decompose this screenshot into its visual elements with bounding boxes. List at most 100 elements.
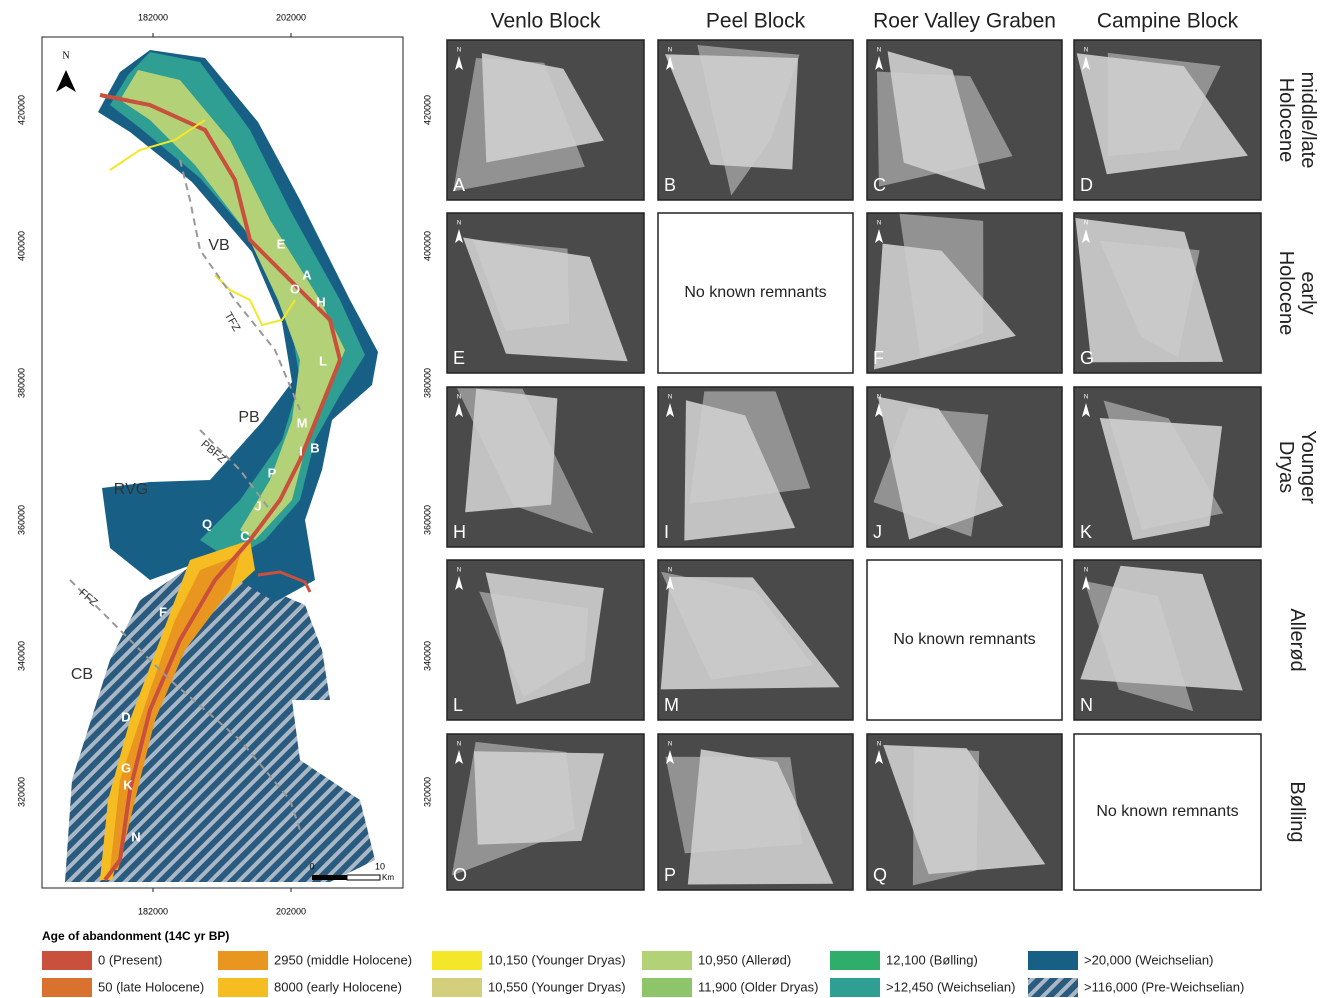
panel-letter: C <box>873 175 886 195</box>
panel-letter: O <box>453 865 467 885</box>
y-tick-label: 360000 <box>16 505 26 535</box>
page: 1820001820002020002020004200004200004000… <box>0 0 1327 998</box>
panel: NM <box>658 560 853 720</box>
legend-label: 2950 (middle Holocene) <box>274 952 412 967</box>
legend-swatch <box>1028 951 1078 970</box>
legend-swatch <box>218 978 268 997</box>
panel: NH <box>447 387 644 547</box>
legend-label: 12,100 (Bølling) <box>886 952 978 967</box>
site-label: G <box>121 760 131 775</box>
column-header: Peel Block <box>706 10 806 33</box>
panel-letter: N <box>1080 695 1093 715</box>
legend-swatch <box>432 951 482 970</box>
figure: 1820001820002020002020004200004200004000… <box>0 0 1327 998</box>
panel-letter: M <box>664 695 679 715</box>
y-tick-label: 320000 <box>422 777 432 807</box>
legend-label: 10,550 (Younger Dryas) <box>488 979 626 994</box>
panel-note: No known remnants <box>1096 803 1238 820</box>
row-label: middle/late Holocene <box>1275 61 1319 179</box>
panel-letter: I <box>664 522 669 542</box>
site-label: J <box>254 498 261 513</box>
panel: NG <box>1074 213 1261 373</box>
legend-label: >12,450 (Weichselian) <box>886 979 1015 994</box>
column-header: Roer Valley Graben <box>873 10 1056 33</box>
north-label: N <box>668 742 672 748</box>
panel-letter: K <box>1080 522 1092 542</box>
panel: NJ <box>867 387 1062 547</box>
legend-swatch <box>432 978 482 997</box>
panel-letter: H <box>453 522 466 542</box>
north-label: N <box>457 48 461 54</box>
legend-swatch <box>642 978 692 997</box>
site-label: D <box>121 709 130 724</box>
panel-letter: G <box>1080 348 1094 368</box>
x-tick-label: 202000 <box>276 12 306 22</box>
legend-label: 50 (late Holocene) <box>98 979 204 994</box>
north-label: N <box>1084 48 1088 54</box>
legend-swatch <box>42 951 92 970</box>
panel: No known remnants <box>658 213 853 373</box>
scale-label: 0 <box>309 861 314 871</box>
site-label: B <box>310 440 319 455</box>
site-label: H <box>316 294 325 309</box>
y-tick-label: 420000 <box>422 95 432 125</box>
scale-unit: Km <box>382 873 394 882</box>
x-tick-label: 182000 <box>138 12 168 22</box>
region-label: RVG <box>114 481 148 498</box>
y-tick-label: 340000 <box>16 641 26 671</box>
y-tick-label: 320000 <box>16 777 26 807</box>
panel: NI <box>658 387 853 547</box>
legend-swatch <box>42 978 92 997</box>
panel-note: No known remnants <box>684 284 826 301</box>
panel: NN <box>1074 560 1261 720</box>
legend-label: 0 (Present) <box>98 952 162 967</box>
scale-label: 10 <box>375 861 385 871</box>
panel: NA <box>447 40 644 200</box>
panel-letter: F <box>873 348 884 368</box>
north-label: N <box>668 568 672 574</box>
panel: No known remnants <box>867 560 1062 720</box>
panel-note: No known remnants <box>893 631 1035 648</box>
legend-label: 10,150 (Younger Dryas) <box>488 952 626 967</box>
panel-letter: L <box>453 695 463 715</box>
legend-label: >116,000 (Pre-Weichselian) <box>1084 979 1244 994</box>
region-label: VB <box>208 237 229 254</box>
panel-letter: J <box>873 522 882 542</box>
panel: NQ <box>867 734 1062 890</box>
legend-label: >20,000 (Weichselian) <box>1084 952 1213 967</box>
north-label: N <box>1084 395 1088 401</box>
legend-swatch <box>218 951 268 970</box>
y-tick-label: 340000 <box>422 641 432 671</box>
north-label: N <box>457 568 461 574</box>
site-label: M <box>297 415 308 430</box>
legend-label: 8000 (early Holocene) <box>274 979 402 994</box>
y-tick-label: 380000 <box>16 368 26 398</box>
region-label: PB <box>238 409 259 426</box>
y-tick-label: 400000 <box>422 231 432 261</box>
north-label: N <box>877 221 881 227</box>
site-label: L <box>319 353 327 368</box>
scale-bar <box>312 875 347 880</box>
legend-swatch <box>1028 978 1078 997</box>
site-label: F <box>159 604 167 619</box>
row-label: Bølling <box>1286 753 1308 871</box>
panel: NK <box>1074 387 1261 547</box>
panel: NO <box>447 734 644 890</box>
y-tick-label: 420000 <box>16 95 26 125</box>
north-label: N <box>1084 221 1088 227</box>
panel: ND <box>1074 40 1261 200</box>
legend-swatch <box>642 951 692 970</box>
row-label: Younger Dryas <box>1275 408 1319 526</box>
north-label: N <box>877 48 881 54</box>
site-label: I <box>299 443 303 458</box>
panel-letter: D <box>1080 175 1093 195</box>
north-label: N <box>457 221 461 227</box>
panel: NP <box>658 734 853 890</box>
site-label: A <box>302 267 312 282</box>
panel-letter: B <box>664 175 676 195</box>
panel: NE <box>447 213 644 373</box>
site-label: Q <box>202 516 212 531</box>
region-label: CB <box>71 666 93 683</box>
north-label: N <box>668 395 672 401</box>
site-label: E <box>277 236 286 251</box>
